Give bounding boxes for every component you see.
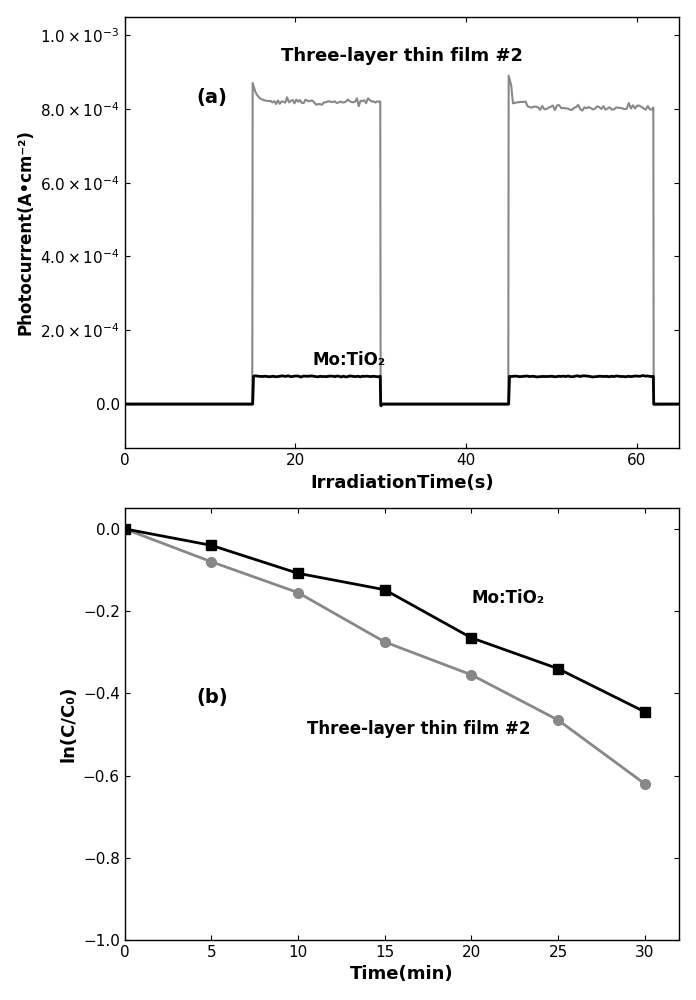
X-axis label: IrradiationTime(s): IrradiationTime(s)	[310, 474, 494, 492]
Text: Three-layer thin film #2: Three-layer thin film #2	[281, 47, 523, 65]
Text: Three-layer thin film #2: Three-layer thin film #2	[307, 720, 530, 738]
X-axis label: Time(min): Time(min)	[350, 965, 454, 983]
Text: Mo:TiO₂: Mo:TiO₂	[471, 589, 544, 607]
Text: (b): (b)	[197, 688, 228, 707]
Text: Mo:TiO₂: Mo:TiO₂	[313, 351, 386, 369]
Text: (a): (a)	[197, 88, 228, 107]
Y-axis label: ln(C/C₀): ln(C/C₀)	[59, 686, 77, 762]
Y-axis label: Photocurrent(A•cm⁻²): Photocurrent(A•cm⁻²)	[17, 130, 35, 335]
